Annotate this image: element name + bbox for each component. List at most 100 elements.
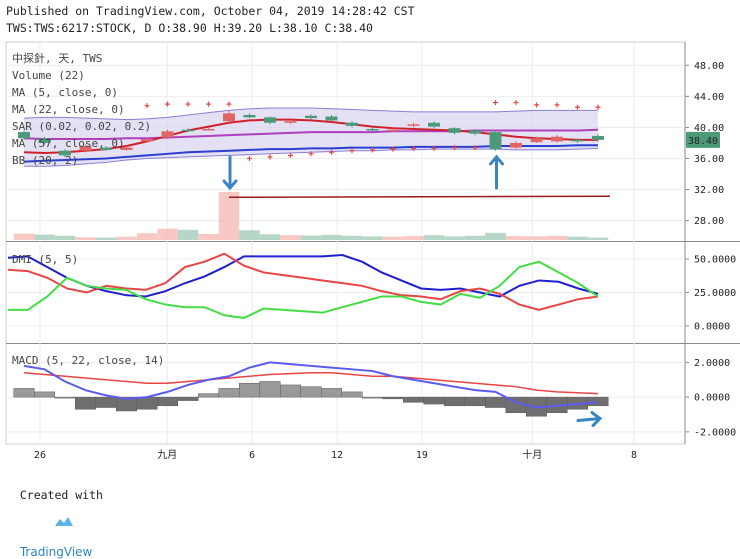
macd-tick-label: 0.0000 (694, 393, 730, 404)
sar-point (411, 145, 416, 151)
volume-bar (34, 234, 55, 240)
candle-body (182, 129, 194, 132)
sar-point (575, 104, 580, 110)
sar-point (431, 145, 437, 151)
volume-bar (382, 236, 404, 240)
sar-point (247, 155, 252, 161)
right-arrow-icon (576, 411, 603, 428)
candle-body (161, 131, 174, 138)
price-tick-label: 32.00 (694, 185, 724, 196)
volume-bar (464, 235, 486, 240)
sar-point (349, 148, 355, 154)
volume-bar (280, 235, 301, 240)
volume-bar (444, 236, 465, 240)
price-legend-item: MA (22, close, 0) (12, 103, 125, 116)
candle-body (325, 116, 338, 121)
ma5-line (23, 118, 598, 155)
candle-body (141, 139, 153, 142)
sar-point (534, 102, 539, 108)
x-tick-label: 8 (631, 450, 637, 461)
dmi-tick-label: 25.0000 (694, 288, 736, 299)
candle-body (530, 138, 543, 143)
price-tick-label: 36.00 (694, 154, 724, 165)
volume-bar (95, 237, 117, 240)
macd-histogram-bar (403, 396, 424, 403)
candle-body (59, 150, 71, 156)
volume-bar (300, 235, 322, 240)
ma22-line (23, 128, 599, 141)
volume-bar (239, 230, 260, 240)
macd-signal-line (23, 372, 599, 395)
dmi-series-line (7, 252, 599, 311)
price-tick-label: 44.00 (694, 92, 724, 103)
macd-histogram-bar (321, 388, 342, 398)
candle-body (592, 135, 604, 140)
volume-bar (13, 233, 35, 240)
sar-point (267, 154, 273, 160)
sar-point (308, 151, 314, 157)
candle-body (38, 138, 51, 143)
dmi-tick-label: 0.0000 (694, 321, 730, 332)
sar-point (144, 103, 150, 109)
macd-tick-label: -2.0000 (694, 427, 736, 438)
candle-body (100, 147, 112, 150)
candle-body (346, 122, 358, 126)
candle-body (387, 129, 399, 132)
candle-body (489, 132, 502, 150)
candle-body (448, 128, 461, 133)
down-arrow-icon (222, 155, 238, 191)
candle-body (366, 128, 379, 131)
tradingview-logo-icon[interactable] (26, 502, 74, 545)
x-tick-label: 十月 (522, 448, 542, 461)
candle-body (407, 124, 420, 126)
macd-histogram-bar (34, 391, 55, 398)
macd-histogram-bar (423, 396, 445, 405)
candle-body (284, 121, 297, 123)
volume-bar (116, 236, 137, 240)
macd-histogram-bar (485, 396, 506, 408)
chart-area[interactable]: 26 九月 6 12 19 十月 8 48.00 44.00 40.00 36.00 32.00 28.… (0, 0, 740, 497)
macd-histogram-bar (54, 396, 76, 399)
sar-point (472, 145, 478, 151)
bollinger-upper-line (23, 107, 598, 121)
volume-bar (505, 236, 527, 240)
x-tick-label: 19 (416, 450, 428, 461)
sar-point (329, 149, 334, 155)
sar-point (390, 146, 396, 152)
macd-histogram-bar (382, 396, 404, 400)
sar-point (165, 101, 170, 107)
volume-bar (75, 237, 96, 240)
sar-point (206, 101, 211, 107)
volume-bar (526, 236, 547, 240)
macd-histogram-bar (136, 396, 158, 410)
volume-bar (341, 235, 363, 240)
sar-point (595, 104, 601, 110)
macd-legend: MACD (5, 22, close, 14) (12, 354, 164, 367)
macd-histogram-bar (198, 393, 219, 398)
macd-histogram-bar (75, 396, 96, 410)
sar-point (493, 100, 498, 106)
header-line-1: Published on TradingView.com, October 04… (6, 4, 415, 18)
macd-tick-label: 2.0000 (694, 358, 730, 369)
sar-point (513, 100, 519, 106)
volume-bar (485, 232, 506, 240)
last-price-label: 38.40 (688, 136, 718, 147)
volume-bar (423, 235, 445, 240)
candle-body (510, 142, 522, 148)
volume-bar (403, 236, 424, 240)
up-arrow-icon (489, 154, 504, 190)
dmi-tick-label: 50.0000 (694, 255, 736, 266)
macd-histogram-bar (95, 396, 117, 408)
x-tick-label: 26 (34, 450, 46, 461)
price-legend-item: 中探針, 天, TWS (12, 51, 102, 65)
footer-brand[interactable]: TradingView (19, 545, 93, 559)
candle-body (243, 114, 256, 118)
macd-histogram-bar (444, 396, 465, 407)
volume-bar (567, 236, 588, 240)
candle-body (551, 136, 563, 142)
resistance-line (228, 195, 611, 199)
macd-histogram-bar (280, 384, 301, 398)
macd-line (23, 361, 599, 409)
price-legend-item: Volume (22) (12, 69, 85, 82)
sar-point (370, 147, 375, 153)
